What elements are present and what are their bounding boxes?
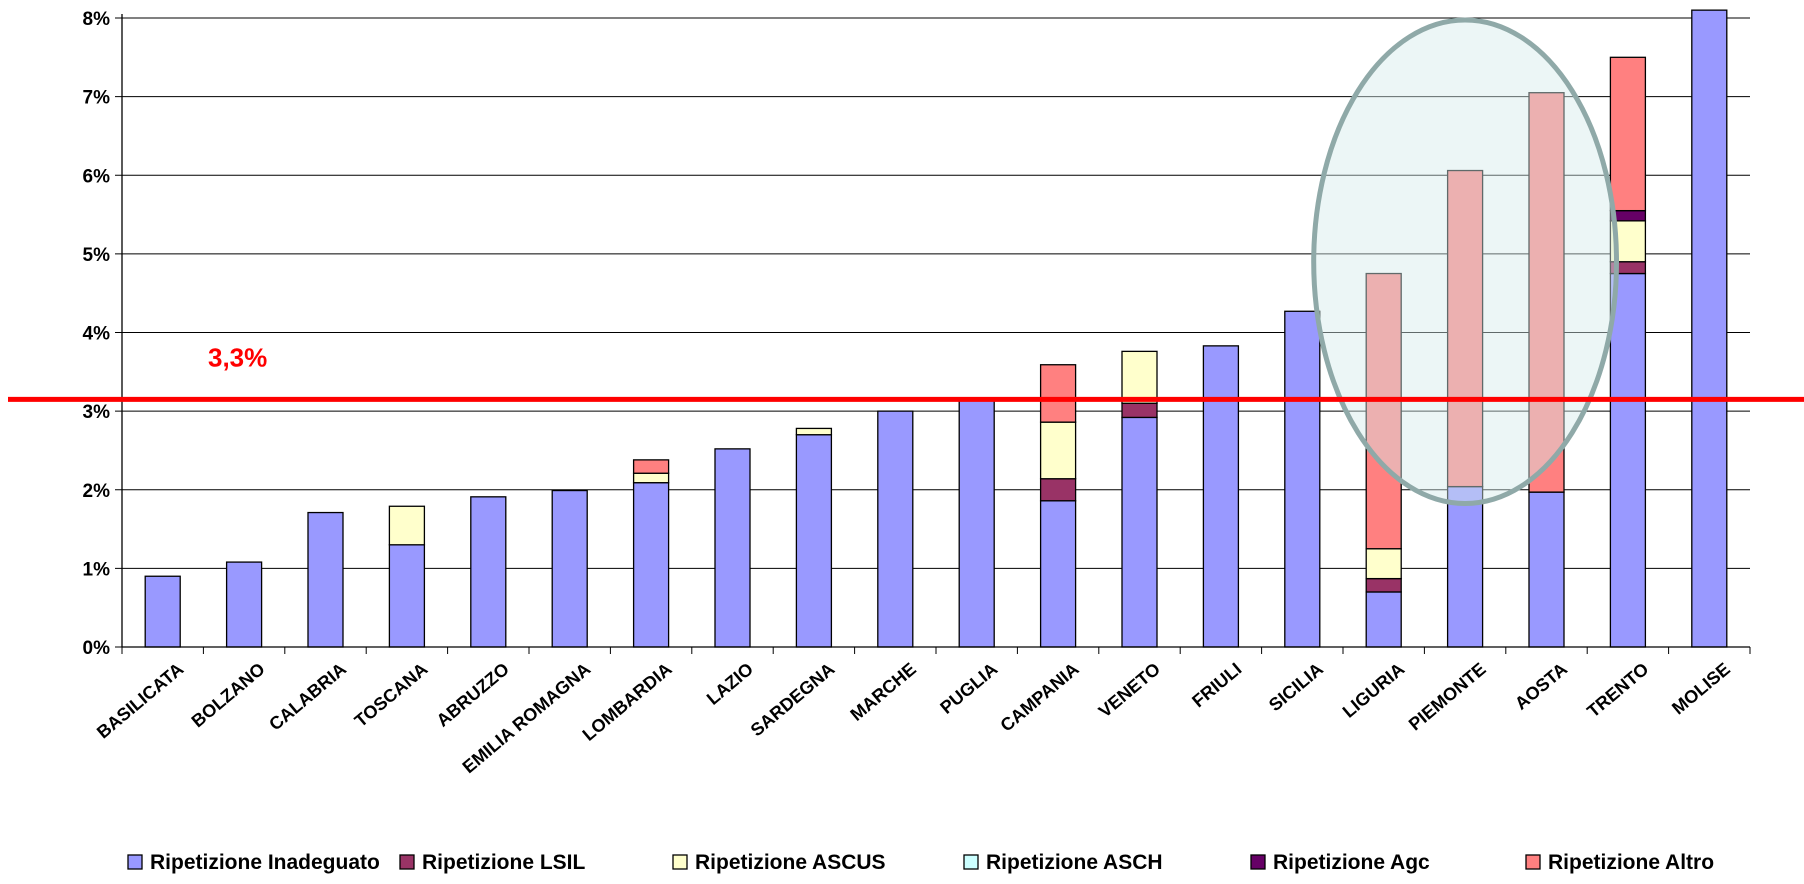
bar-segment	[1039, 500, 1077, 648]
bar-segment	[144, 575, 181, 648]
bar-segment	[1528, 92, 1565, 493]
bar-segment	[958, 397, 995, 648]
x-category-label: LIGURIA	[1339, 659, 1409, 722]
bar-segment	[877, 410, 914, 648]
x-category-label: LOMBARDIA	[579, 659, 676, 745]
bar-segment	[1121, 402, 1158, 419]
y-tick-label: 6%	[83, 166, 111, 187]
annotations: 3,3%	[8, 17, 1804, 507]
legend-swatch	[672, 854, 688, 870]
bar-segment	[225, 561, 263, 648]
x-category-label: ABRUZZO	[433, 659, 513, 731]
bar-segment	[1202, 345, 1240, 648]
y-tick-label: 7%	[83, 88, 111, 109]
y-axis-ticks: 0% 1% 2% 3% 4% 5% 6% 7% 8%	[83, 9, 111, 659]
x-category-label: FRIULI	[1188, 659, 1245, 712]
x-category-label: SICILIA	[1265, 659, 1327, 715]
legend-label: Ripetizione ASCH	[986, 851, 1163, 874]
x-category-label: TOSCANA	[351, 659, 432, 731]
y-tick-label: 4%	[83, 324, 111, 345]
legend-label: Ripetizione Inadeguato	[150, 851, 380, 874]
bar-segment	[1121, 416, 1158, 648]
bar-segment	[795, 427, 833, 436]
bars	[144, 9, 1728, 648]
x-category-label: CALABRIA	[265, 659, 350, 735]
y-tick-label: 3%	[83, 402, 111, 423]
bar-segment	[1365, 548, 1402, 580]
bar-segment	[632, 482, 670, 648]
bar-segment	[1284, 310, 1321, 648]
legend-swatch	[963, 854, 979, 870]
legend: Ripetizione Inadeguato Ripetizione LSIL Ri…	[127, 851, 1714, 874]
bar-segment	[1365, 591, 1402, 648]
bar-segment	[632, 459, 670, 474]
bar-segment	[1039, 478, 1077, 502]
x-category-label: MARCHE	[846, 659, 919, 725]
bar-segment	[388, 544, 426, 648]
bar-segment	[1039, 364, 1077, 423]
y-tick-label: 0%	[83, 638, 111, 659]
legend-swatch	[1525, 854, 1541, 870]
y-tick-label: 5%	[83, 245, 111, 266]
bar-segment	[1609, 56, 1647, 212]
bar-segment	[1528, 491, 1565, 648]
legend-label: Ripetizione LSIL	[422, 851, 586, 874]
x-category-label: PIEMONTE	[1405, 659, 1490, 735]
x-category-label: MOLISE	[1668, 659, 1734, 719]
bar-segment	[551, 489, 588, 648]
bar-segment	[388, 505, 426, 546]
bar-segment	[1446, 169, 1484, 488]
bar-segment	[714, 448, 751, 648]
bar-segment	[1446, 485, 1484, 648]
reference-line-label: 3,3%	[208, 342, 267, 372]
y-tick-label: 8%	[83, 9, 111, 30]
bar-segment	[632, 472, 670, 484]
legend-swatch	[127, 854, 143, 870]
bar-segment	[795, 434, 833, 648]
legend-swatch	[1250, 854, 1266, 870]
bar-segment	[1365, 272, 1402, 550]
bar-segment	[1039, 421, 1077, 480]
x-category-label: SARDEGNA	[747, 659, 839, 741]
bar-segment	[307, 511, 344, 648]
axes	[115, 14, 1751, 654]
y-tick-label: 2%	[83, 481, 111, 502]
legend-label: Ripetizione ASCUS	[695, 851, 886, 874]
y-tick-label: 1%	[83, 559, 111, 580]
x-category-label: TRENTO	[1583, 659, 1652, 722]
bar-segment	[1691, 9, 1728, 648]
legend-label: Ripetizione Altro	[1548, 851, 1714, 874]
x-category-label: VENETO	[1095, 659, 1164, 722]
x-category-label: CAMPANIA	[997, 659, 1083, 736]
x-category-label: LAZIO	[703, 659, 757, 709]
bar-segment	[1365, 577, 1402, 593]
legend-swatch	[399, 854, 415, 870]
legend-label: Ripetizione Agc	[1273, 851, 1430, 874]
bar-segment	[1609, 272, 1647, 648]
x-category-label: AOSTA	[1511, 659, 1571, 714]
bar-segment	[1121, 350, 1158, 404]
highlight-ellipse	[1311, 17, 1619, 507]
x-category-label: PUGLIA	[936, 659, 1001, 718]
x-category-label: BASILICATA	[93, 659, 187, 743]
bar-segment	[470, 496, 507, 648]
x-category-label: BOLZANO	[188, 659, 269, 732]
